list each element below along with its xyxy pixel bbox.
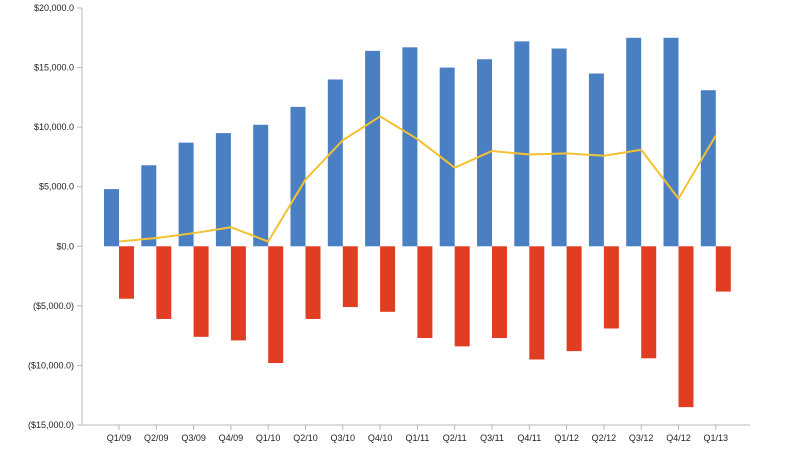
- x-tick-label: Q1/12: [554, 433, 579, 443]
- bar-negative-Q4/12: [678, 246, 694, 408]
- x-tick-label: Q2/10: [293, 433, 318, 443]
- x-tick-label: Q2/12: [592, 433, 617, 443]
- bar-positive-Q4/09: [215, 133, 231, 247]
- bar-positive-Q1/11: [402, 47, 418, 247]
- bar-positive-Q4/12: [663, 37, 679, 247]
- x-tick-label: Q4/11: [517, 433, 541, 443]
- x-tick-label: Q4/12: [666, 433, 691, 443]
- bar-negative-Q1/12: [566, 246, 582, 352]
- bar-negative-Q4/11: [529, 246, 545, 360]
- x-tick-label: Q2/11: [443, 433, 467, 443]
- x-tick-label: Q1/09: [107, 433, 132, 443]
- bar-negative-Q2/09: [156, 246, 172, 319]
- x-tick-label: Q3/09: [181, 433, 206, 443]
- bar-positive-Q3/09: [178, 142, 194, 247]
- x-tick-label: Q1/10: [256, 433, 281, 443]
- net-line-series: [118, 115, 717, 243]
- bar-positive-Q4/11: [514, 41, 530, 247]
- bar-negative-Q2/11: [454, 246, 470, 347]
- x-axis: Q1/09 Q2/09 Q3/09 Q4/09 Q1/10 Q2/10 Q3/10 Q4/10…: [82, 424, 750, 443]
- y-tick-label: ($10,000.0): [28, 360, 74, 370]
- bars: [104, 37, 731, 408]
- x-tick-label: Q2/09: [144, 433, 169, 443]
- bar-negative-Q4/09: [230, 246, 246, 341]
- bar-positive-Q3/10: [327, 79, 343, 247]
- y-tick-label: $0.0: [56, 241, 74, 251]
- x-tick-label: Q1/11: [405, 433, 429, 443]
- bar-negative-Q2/10: [305, 246, 321, 319]
- y-tick-label: ($15,000.0): [28, 420, 74, 430]
- bar-negative-Q1/10: [268, 246, 284, 364]
- bar-positive-Q3/11: [477, 59, 492, 247]
- bar-positive-Q4/10: [365, 50, 381, 247]
- bar-positive-Q1/12: [551, 48, 567, 247]
- y-axis: $20,000.0 $15,000.0 $10,000.0 $5,000.0 $0.0 (…: [28, 3, 83, 430]
- y-tick-label: ($5,000.0): [33, 301, 74, 311]
- y-tick-label: $5,000.0: [39, 182, 74, 192]
- bar-negative-Q2/12: [603, 246, 619, 329]
- x-tick-label: Q4/09: [219, 433, 244, 443]
- bar-negative-Q3/09: [193, 246, 209, 337]
- bar-positive-Q1/13: [700, 90, 716, 247]
- bar-positive-Q1/09: [104, 189, 119, 247]
- bar-negative-Q3/10: [342, 246, 358, 308]
- bar-negative-Q4/10: [380, 246, 396, 312]
- bar-positive-Q2/11: [439, 67, 455, 247]
- x-tick-label: Q4/10: [368, 433, 393, 443]
- x-tick-label: Q1/13: [704, 433, 729, 443]
- bar-negative-Q1/09: [119, 246, 134, 299]
- bar-negative-Q1/11: [417, 246, 433, 339]
- x-tick-label: Q3/12: [629, 433, 654, 443]
- y-tick-label: $20,000.0: [34, 3, 74, 13]
- y-tick-label: $10,000.0: [34, 122, 74, 132]
- bar-negative-Q3/11: [492, 246, 507, 339]
- y-tick-label: $15,000.0: [34, 63, 74, 73]
- bar-positive-Q3/12: [626, 37, 642, 247]
- x-tick-label: Q3/10: [331, 433, 356, 443]
- bar-positive-Q2/09: [141, 165, 157, 247]
- bar-negative-Q1/13: [715, 246, 731, 292]
- bar-positive-Q2/12: [588, 73, 604, 247]
- bar-positive-Q1/10: [253, 124, 269, 247]
- bar-negative-Q3/12: [641, 246, 657, 359]
- bar-positive-Q2/10: [290, 106, 306, 247]
- x-tick-label: Q3/11: [480, 433, 504, 443]
